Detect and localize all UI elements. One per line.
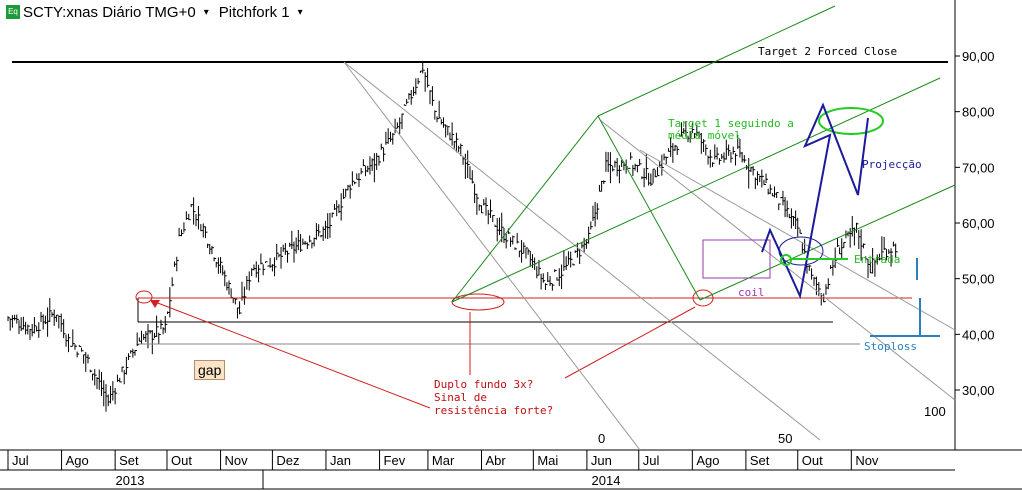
x-tick-label: Jul: [643, 453, 660, 468]
green-fork-upper: [597, 5, 836, 117]
symbol-label[interactable]: SCTY:xnas Diário TMG+0: [23, 3, 196, 21]
study-label[interactable]: Pitchfork 1: [218, 3, 290, 21]
symbol-dropdown-icon[interactable]: ▾: [203, 6, 209, 18]
y-tick-label: 90,00: [962, 49, 995, 64]
x-tick-label: Jan: [330, 453, 351, 468]
x-tick-label: Fev: [384, 453, 406, 468]
green-fork-handle-a: [451, 115, 599, 303]
target1-label-1: Target 1 seguindo a: [668, 117, 794, 130]
x-tick-label: Set: [750, 453, 770, 468]
arrowhead-1: [150, 300, 160, 308]
x-tick-label: Out: [802, 453, 823, 468]
green-fork-handle-b: [597, 115, 701, 301]
fib-label-100: 100: [924, 404, 946, 419]
y-tick-label: 70,00: [962, 160, 995, 175]
entry-ellipse: [778, 236, 824, 266]
chart-title-bar: Eq SCTY:xnas Diário TMG+0 ▾ Pitchfork 1 …: [6, 2, 313, 22]
year-label: 2013: [116, 473, 145, 488]
x-tick-label: Jul: [12, 453, 29, 468]
y-tick-label: 60,00: [962, 216, 995, 231]
entry-label: Entrada: [854, 253, 900, 266]
gap-label: gap: [194, 360, 226, 380]
x-tick-label: Abr: [486, 453, 507, 468]
x-axis-ticks: Jul Ago Set Out Nov Dez Jan Fev Mar Abr Mai Jun Jul A…: [7, 450, 879, 488]
gray-fork-median: [343, 61, 641, 451]
x-tick-label: Dez: [276, 453, 299, 468]
x-tick-label: Mar: [432, 453, 455, 468]
stoploss-label: Stoploss: [864, 340, 917, 353]
coil-label: coil: [738, 286, 765, 299]
x-tick-label: Out: [171, 453, 192, 468]
bottom-circle-2: [451, 293, 505, 311]
year-label: 2014: [592, 473, 621, 488]
price-bars: [7, 62, 898, 412]
double-bottom-label-3: resistência forte?: [434, 404, 553, 417]
entry-point-marker: [780, 254, 792, 266]
arrow-to-bottom-1: [149, 299, 431, 409]
equity-icon: Eq: [6, 5, 20, 19]
fib-label-0: 0: [598, 431, 605, 446]
x-tick-label: Nov: [855, 453, 879, 468]
x-tick-label: Set: [119, 453, 139, 468]
target1-label-2: média móvel: [668, 129, 741, 142]
bottom-circle-3: [692, 289, 714, 307]
arrow-to-bottom-3: [564, 306, 696, 379]
x-tick-label: Ago: [696, 453, 719, 468]
projection-path: [761, 102, 869, 300]
x-tick-label: Jun: [591, 453, 612, 468]
green-fork-lower: [699, 184, 956, 301]
bottom-circle-1: [135, 290, 153, 304]
gray-fork-upper-3: [639, 149, 956, 331]
projection-label: Projecção: [862, 158, 922, 171]
x-tick-label: Mai: [537, 453, 558, 468]
gray-fork-upper: [343, 61, 821, 441]
y-tick-label: 50,00: [962, 272, 995, 287]
study-dropdown-icon[interactable]: ▾: [297, 6, 303, 18]
y-axis-ticks: 30,00 40,00 50,00 60,00 70,00 80,00 90,00: [955, 49, 995, 398]
x-tick-label: Ago: [66, 453, 89, 468]
y-tick-label: 30,00: [962, 383, 995, 398]
green-fork-median: [451, 77, 941, 303]
target2-label: Target 2 Forced Close: [758, 45, 897, 58]
target1-ellipse: [818, 107, 884, 135]
gray-fork-upper-2: [599, 119, 956, 401]
y-tick-label: 40,00: [962, 327, 995, 342]
double-bottom-label-2: Sinal de: [434, 391, 487, 404]
double-bottom-label-1: Duplo fundo 3x?: [434, 378, 533, 391]
coil-box: [702, 239, 771, 279]
x-tick-label: Nov: [225, 453, 249, 468]
fib-label-50: 50: [778, 431, 792, 446]
y-tick-label: 80,00: [962, 105, 995, 120]
